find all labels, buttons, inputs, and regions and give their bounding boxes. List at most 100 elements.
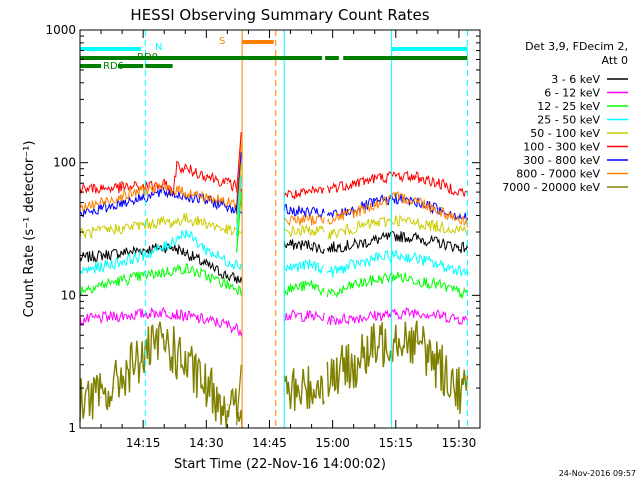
series-12-25-kev: [79, 262, 468, 299]
data-point: [205, 387, 207, 389]
data-point: [142, 224, 144, 226]
legend-header: Det 3,9, FDecim 2,: [525, 40, 628, 53]
series-6-12-kev: [79, 306, 468, 337]
series-line-7000-20000-kev: [79, 320, 469, 429]
state-bar-label: RD6: [103, 61, 124, 72]
data-point: [205, 319, 207, 321]
data-point: [205, 249, 207, 251]
legend-label-12-25-kev: 12 - 25 keV: [537, 100, 600, 113]
data-point: [416, 311, 418, 313]
data-point: [311, 219, 313, 221]
series-25-50-kev: [79, 229, 468, 278]
data-point: [311, 191, 313, 193]
data-point: [332, 246, 334, 248]
data-point: [239, 412, 241, 414]
x-tick-label: 15:00: [315, 436, 350, 450]
data-point: [332, 214, 334, 217]
data-point: [311, 284, 313, 286]
data-point: [100, 208, 102, 210]
data-point: [163, 191, 165, 193]
data-point: [176, 165, 178, 167]
data-point: [121, 186, 123, 189]
flare-spike: [236, 132, 242, 426]
data-point: [172, 246, 174, 248]
data-point: [416, 176, 418, 178]
flare-spike-line: [236, 132, 242, 193]
series-50-100-kev: [79, 213, 468, 240]
series-line-800-7000-kev: [79, 181, 468, 228]
data-point: [163, 186, 165, 189]
data-point: [374, 279, 376, 281]
data-point: [353, 212, 355, 214]
data-point: [184, 231, 186, 233]
data-point: [226, 202, 228, 204]
data-point: [395, 235, 397, 237]
data-point: [395, 275, 397, 277]
data-point: [226, 205, 228, 207]
flare-spike-line: [236, 152, 242, 213]
plot-frame: [79, 29, 481, 429]
data-point: [353, 264, 355, 266]
data-point: [416, 237, 418, 239]
data-point: [311, 229, 313, 231]
data-point: [205, 199, 207, 201]
data-point: [205, 264, 207, 266]
data-point: [323, 249, 325, 251]
x-tick-label: 14:15: [126, 436, 161, 450]
data-point: [163, 311, 165, 313]
series-line-3-6-kev: [79, 231, 468, 284]
data-point: [437, 182, 439, 184]
data-point: [184, 217, 186, 219]
data-point: [205, 174, 207, 177]
data-point: [437, 208, 439, 210]
data-point: [184, 364, 186, 366]
data-point: [289, 244, 292, 246]
data-point: [142, 196, 144, 198]
data-point: [121, 195, 123, 197]
data-point: [437, 209, 439, 211]
y-tick-label: 10: [61, 288, 76, 302]
series-line-12-25-kev: [79, 262, 468, 299]
state-bar-label: S: [219, 36, 225, 47]
data-point: [437, 364, 439, 366]
data-point: [437, 225, 439, 228]
data-point: [437, 284, 439, 286]
state-bar-rd0: RD0: [80, 52, 468, 63]
data-point: [416, 199, 418, 201]
data-point: [311, 212, 313, 214]
series-3-6-kev: [79, 231, 468, 284]
data-point: [311, 264, 313, 266]
flare-spike-line: [236, 175, 242, 237]
data-point: [374, 347, 376, 349]
data-point: [239, 264, 241, 266]
data-point: [142, 254, 144, 256]
data-point: [332, 217, 334, 219]
data-point: [184, 315, 186, 317]
series-line-6-12-kev: [79, 306, 468, 337]
data-point: [332, 319, 334, 321]
legend-label-6-12-kev: 6 - 12 keV: [544, 87, 600, 100]
legend-label-300-800-kev: 300 - 800 keV: [523, 154, 600, 167]
data-point: [416, 340, 418, 342]
data-point: [353, 284, 355, 286]
data-point: [184, 168, 186, 170]
data-point: [142, 189, 144, 191]
data-point: [332, 374, 334, 376]
marker-layer: [144, 30, 468, 428]
data-point: [100, 187, 102, 189]
data-point: [163, 271, 165, 273]
data-point: [205, 275, 207, 277]
series-line-50-100-kev: [79, 213, 468, 240]
data-point: [374, 204, 376, 206]
data-point: [113, 387, 115, 389]
series-line-25-50-kev: [79, 229, 468, 278]
data-point: [395, 219, 397, 221]
flare-spike-line: [236, 192, 242, 253]
data-point: [332, 271, 334, 273]
data-point: [226, 229, 228, 231]
data-point: [226, 260, 228, 263]
y-tick-label: 1000: [45, 23, 76, 37]
